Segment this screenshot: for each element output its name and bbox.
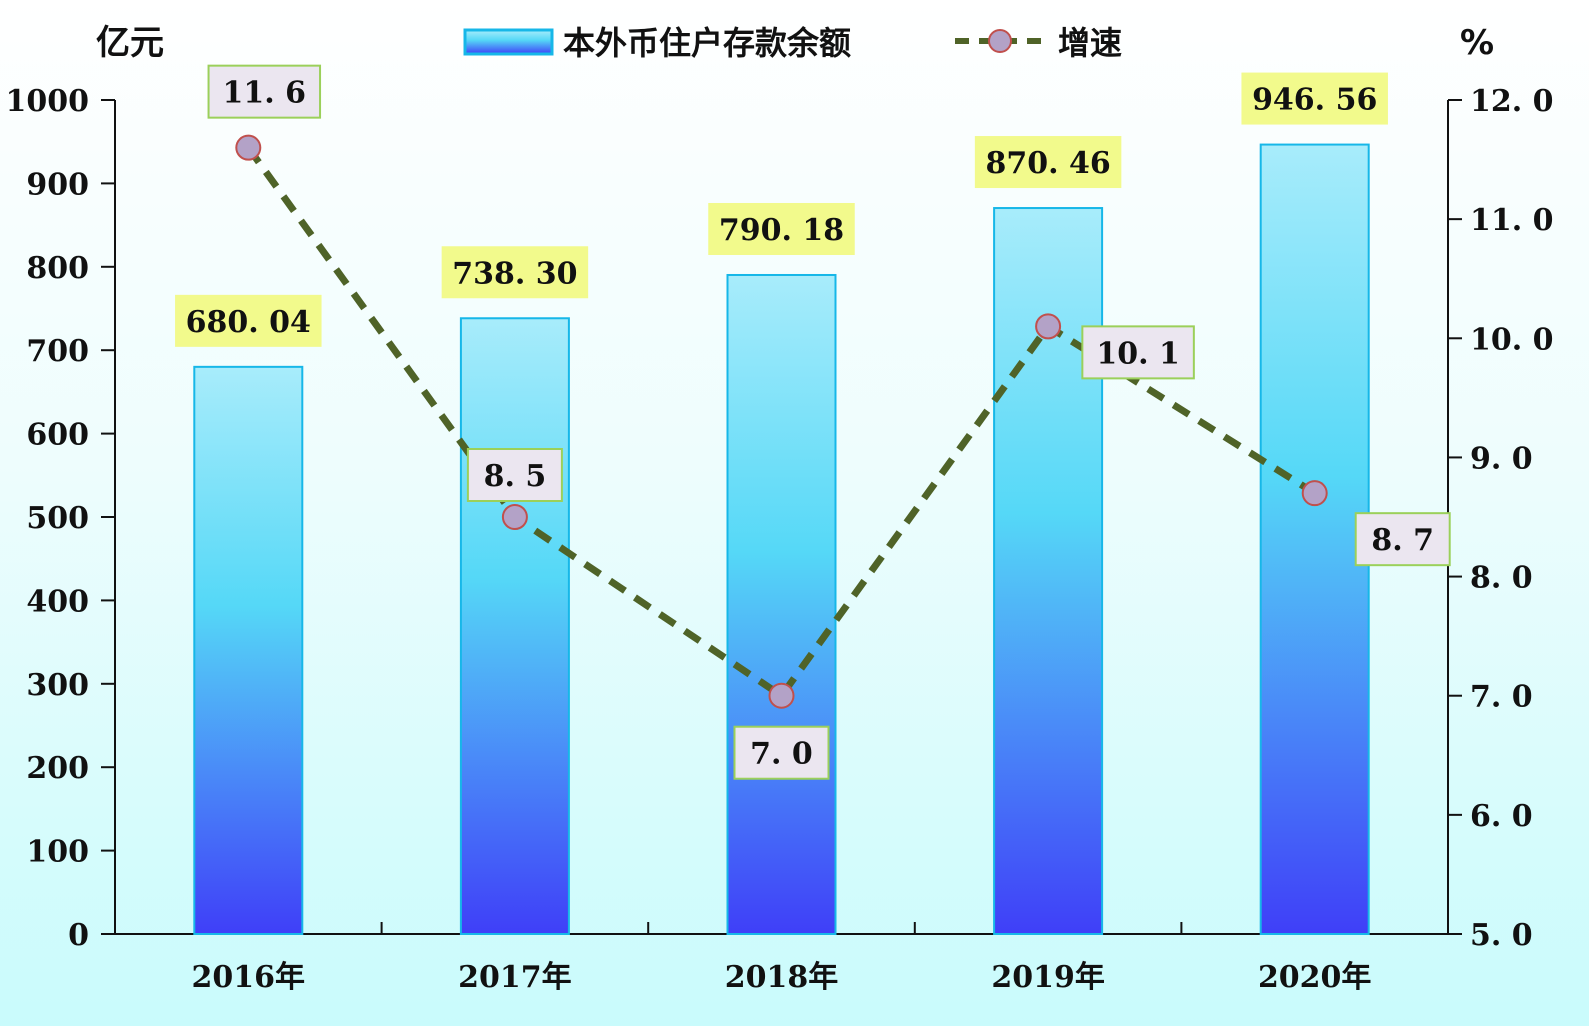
bar-value-label-box (441, 246, 589, 299)
legend-line-marker (988, 29, 1012, 53)
x-axis-category-label: 2019年 (991, 960, 1105, 995)
rate-value-label-box (1081, 325, 1195, 380)
bar-value-label-box (974, 136, 1122, 189)
right-axis-tick-label: 5. 0 (1470, 918, 1533, 953)
right-axis-tick-label: 7. 0 (1470, 680, 1533, 715)
x-axis-category-label: 2018年 (725, 960, 839, 995)
legend-bar-swatch (463, 28, 554, 56)
rate-value-label-box (1354, 512, 1451, 567)
rate-line (245, 145, 1317, 700)
bar-value-label: 680. 04 (186, 305, 311, 340)
bar (726, 273, 837, 935)
rate-value-label: 10. 1 (1096, 336, 1180, 371)
legend: 本外币住户存款余额 增速 (463, 24, 1122, 62)
rate-marker (1035, 313, 1062, 340)
bar-series (193, 143, 1370, 936)
left-axis-tick-label: 700 (26, 334, 89, 369)
left-axis-tick-label: 600 (26, 418, 89, 453)
left-axis-tick-label: 400 (26, 584, 89, 619)
right-axis-tick-label: 9. 0 (1470, 441, 1533, 476)
rate-value-label-box (466, 448, 563, 502)
right-axis-tick-label: 12. 0 (1470, 84, 1554, 119)
bar-value-label-box (1241, 72, 1388, 125)
left-axis-unit: 亿元 (96, 23, 164, 63)
rate-marker (235, 134, 262, 161)
rate-marker (501, 504, 528, 530)
left-axis-tick-label: 800 (26, 251, 89, 286)
x-axis-category-label: 2020年 (1258, 960, 1372, 995)
right-axis-tick-label: 11. 0 (1470, 203, 1554, 238)
bar-value-label: 870. 46 (985, 146, 1110, 181)
bar-value-label-box (175, 294, 322, 347)
rate-value-label: 11. 6 (223, 76, 307, 111)
bar (193, 365, 304, 936)
rate-value-label-box (733, 725, 830, 780)
bar-value-label-box (708, 202, 855, 255)
rate-value-label-box (207, 64, 322, 119)
rate-marker (1301, 480, 1328, 507)
right-axis-unit: % (1460, 23, 1494, 63)
left-axis-tick-label: 1000 (6, 84, 90, 119)
bar (459, 317, 570, 935)
left-axis-tick-label: 900 (26, 167, 89, 202)
rate-value-label: 8. 7 (1371, 523, 1434, 558)
legend-line-label: 增速 (1058, 24, 1122, 62)
bar-value-label: 946. 56 (1252, 83, 1377, 118)
left-axis-tick-label: 0 (68, 918, 89, 953)
left-axis-tick-label: 100 (26, 835, 89, 870)
bar-value-label: 790. 18 (719, 213, 844, 248)
right-axis: 5. 0 6. 0 7. 0 8. 0 9. 0 10. 0 11. 0 12. 0 (1447, 84, 1554, 953)
bar (1259, 143, 1370, 935)
rate-value-label: 7. 0 (750, 737, 813, 772)
x-axis-category-label: 2017年 (458, 960, 572, 995)
left-axis: 0 100 200 300 400 500 600 700 800 900 1000 (6, 84, 116, 953)
right-axis-tick-label: 6. 0 (1470, 799, 1533, 834)
left-axis-tick-label: 300 (26, 668, 89, 703)
rate-series (235, 134, 1328, 709)
legend-bar-label: 本外币住户存款余额 (563, 24, 851, 62)
bar-value-label: 738. 30 (452, 256, 577, 291)
data-labels: 680. 04 738. 30 790. 18 870. 46 946. 56 11. 6… (175, 64, 1451, 780)
right-axis-tick-label: 8. 0 (1470, 561, 1533, 596)
x-axis-category-label: 2016年 (192, 960, 306, 995)
rate-value-label: 8. 5 (484, 459, 547, 494)
rate-marker (768, 682, 795, 709)
left-axis-tick-label: 500 (26, 501, 89, 536)
right-axis-tick-label: 10. 0 (1470, 322, 1554, 357)
left-axis-tick-label: 200 (26, 751, 89, 786)
